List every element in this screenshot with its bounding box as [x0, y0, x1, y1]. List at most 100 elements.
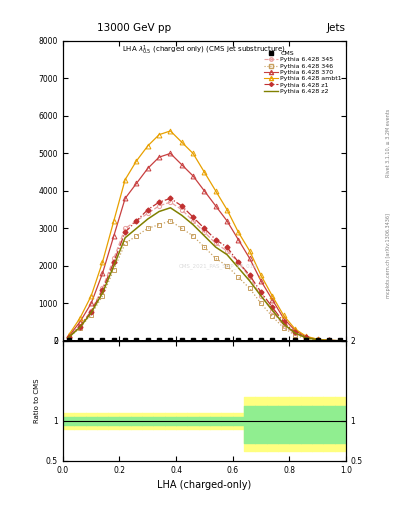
Line: Pythia 6.428 346: Pythia 6.428 346 — [66, 219, 342, 343]
Pythia 6.428 z2 — [202, 233, 207, 239]
CMS — [77, 337, 82, 343]
Pythia 6.428 370 — [145, 165, 150, 172]
Pythia 6.428 z2 — [338, 337, 343, 344]
CMS — [327, 337, 331, 343]
Pythia 6.428 345 — [281, 323, 286, 329]
Pythia 6.428 346 — [315, 337, 320, 343]
Pythia 6.428 346 — [66, 335, 71, 341]
CMS — [315, 337, 320, 343]
Pythia 6.428 370 — [225, 218, 230, 224]
Pythia 6.428 345 — [89, 308, 94, 314]
CMS — [123, 337, 127, 343]
Pythia 6.428 ambt1 — [191, 151, 195, 157]
Pythia 6.428 z1 — [225, 244, 230, 250]
Pythia 6.428 ambt1 — [112, 218, 116, 224]
Pythia 6.428 370 — [66, 333, 71, 339]
Pythia 6.428 346 — [77, 325, 82, 331]
Pythia 6.428 345 — [134, 218, 139, 224]
Text: Rivet 3.1.10, ≥ 3.2M events: Rivet 3.1.10, ≥ 3.2M events — [386, 109, 391, 178]
Pythia 6.428 z2 — [89, 310, 94, 316]
CMS — [157, 337, 162, 343]
Pythia 6.428 370 — [134, 180, 139, 186]
CMS — [145, 337, 150, 343]
CMS — [191, 337, 195, 343]
Pythia 6.428 z1 — [134, 218, 139, 224]
Pythia 6.428 z1 — [112, 259, 116, 265]
Pythia 6.428 z2 — [259, 293, 263, 299]
Pythia 6.428 z1 — [213, 237, 218, 243]
Pythia 6.428 345 — [292, 330, 297, 336]
Pythia 6.428 z1 — [247, 272, 252, 279]
Pythia 6.428 346 — [304, 335, 309, 342]
Pythia 6.428 345 — [202, 229, 207, 235]
Pythia 6.428 346 — [145, 225, 150, 231]
Pythia 6.428 z2 — [281, 321, 286, 327]
Pythia 6.428 z2 — [315, 337, 320, 343]
Pythia 6.428 z1 — [270, 304, 275, 310]
Pythia 6.428 346 — [338, 337, 343, 344]
Line: Pythia 6.428 370: Pythia 6.428 370 — [66, 151, 343, 343]
Pythia 6.428 z2 — [100, 290, 105, 296]
CMS — [236, 337, 241, 343]
Pythia 6.428 370 — [270, 296, 275, 303]
Pythia 6.428 z2 — [123, 234, 127, 241]
Pythia 6.428 346 — [89, 311, 94, 317]
Pythia 6.428 346 — [112, 267, 116, 273]
Pythia 6.428 345 — [168, 199, 173, 205]
Pythia 6.428 z2 — [327, 337, 331, 344]
Pythia 6.428 z2 — [236, 265, 241, 271]
Pythia 6.428 345 — [100, 285, 105, 291]
Pythia 6.428 346 — [247, 285, 252, 291]
CMS — [281, 337, 286, 343]
Text: mcplots.cern.ch [arXiv:1306.3436]: mcplots.cern.ch [arXiv:1306.3436] — [386, 214, 391, 298]
Pythia 6.428 346 — [202, 244, 207, 250]
Pythia 6.428 370 — [281, 315, 286, 322]
Pythia 6.428 ambt1 — [213, 188, 218, 194]
CMS — [66, 337, 71, 343]
Text: Jets: Jets — [327, 23, 346, 33]
Pythia 6.428 345 — [270, 308, 275, 314]
Pythia 6.428 z2 — [145, 216, 150, 222]
CMS — [292, 337, 297, 343]
Pythia 6.428 ambt1 — [123, 177, 127, 183]
CMS — [202, 337, 207, 343]
Pythia 6.428 ambt1 — [338, 337, 343, 344]
Pythia 6.428 ambt1 — [168, 128, 173, 134]
Pythia 6.428 346 — [225, 263, 230, 269]
Pythia 6.428 370 — [236, 237, 241, 243]
Pythia 6.428 z1 — [123, 229, 127, 235]
Pythia 6.428 z2 — [191, 222, 195, 228]
Pythia 6.428 ambt1 — [157, 132, 162, 138]
Pythia 6.428 346 — [123, 240, 127, 246]
Pythia 6.428 345 — [123, 225, 127, 231]
Line: Pythia 6.428 z1: Pythia 6.428 z1 — [67, 197, 342, 343]
CMS — [338, 337, 343, 343]
CMS — [89, 337, 94, 343]
Pythia 6.428 ambt1 — [225, 206, 230, 212]
Text: LHA $\lambda^{1}_{0.5}$ (charged only) (CMS jet substructure): LHA $\lambda^{1}_{0.5}$ (charged only) (… — [122, 44, 286, 57]
Pythia 6.428 z1 — [145, 206, 150, 212]
Pythia 6.428 z2 — [134, 225, 139, 231]
Pythia 6.428 346 — [281, 325, 286, 331]
Pythia 6.428 345 — [327, 337, 331, 344]
Pythia 6.428 ambt1 — [179, 139, 184, 145]
Pythia 6.428 z1 — [327, 337, 331, 344]
Pythia 6.428 346 — [134, 233, 139, 239]
Pythia 6.428 345 — [315, 337, 320, 343]
Pythia 6.428 ambt1 — [100, 259, 105, 265]
Pythia 6.428 370 — [338, 337, 343, 344]
Pythia 6.428 370 — [292, 327, 297, 333]
CMS — [179, 337, 184, 343]
Pythia 6.428 z2 — [270, 307, 275, 313]
Pythia 6.428 370 — [247, 255, 252, 262]
X-axis label: LHA (charged-only): LHA (charged-only) — [157, 480, 252, 490]
CMS — [100, 337, 105, 343]
Pythia 6.428 370 — [202, 188, 207, 194]
Pythia 6.428 z1 — [304, 334, 309, 340]
Pythia 6.428 370 — [259, 278, 263, 284]
Pythia 6.428 z2 — [157, 208, 162, 215]
Pythia 6.428 ambt1 — [202, 169, 207, 175]
Pythia 6.428 ambt1 — [66, 332, 71, 338]
CMS — [259, 337, 263, 343]
Pythia 6.428 370 — [179, 162, 184, 168]
